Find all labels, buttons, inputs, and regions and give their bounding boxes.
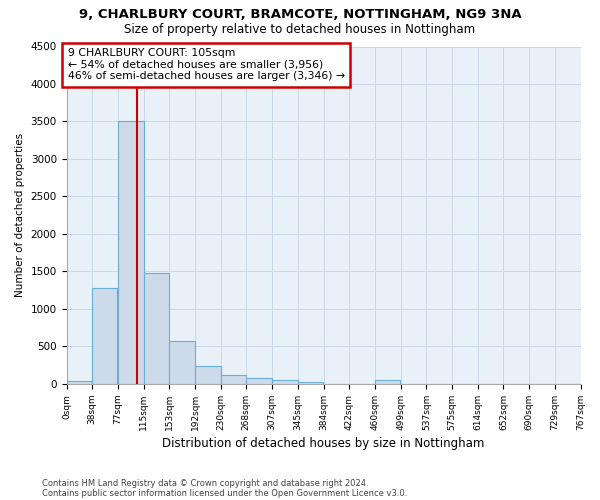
- Bar: [92, 288, 118, 384]
- Bar: [169, 341, 194, 384]
- Bar: [67, 381, 92, 384]
- Bar: [246, 378, 272, 384]
- Text: Contains HM Land Registry data © Crown copyright and database right 2024.: Contains HM Land Registry data © Crown c…: [42, 478, 368, 488]
- X-axis label: Distribution of detached houses by size in Nottingham: Distribution of detached houses by size …: [163, 437, 485, 450]
- Bar: [118, 122, 143, 384]
- Bar: [375, 380, 400, 384]
- Y-axis label: Number of detached properties: Number of detached properties: [15, 133, 25, 298]
- Bar: [195, 366, 221, 384]
- Text: 9, CHARLBURY COURT, BRAMCOTE, NOTTINGHAM, NG9 3NA: 9, CHARLBURY COURT, BRAMCOTE, NOTTINGHAM…: [79, 8, 521, 20]
- Bar: [272, 380, 298, 384]
- Text: Size of property relative to detached houses in Nottingham: Size of property relative to detached ho…: [124, 22, 476, 36]
- Text: Contains public sector information licensed under the Open Government Licence v3: Contains public sector information licen…: [42, 488, 407, 498]
- Bar: [221, 376, 246, 384]
- Bar: [143, 273, 169, 384]
- Bar: [298, 382, 323, 384]
- Text: 9 CHARLBURY COURT: 105sqm
← 54% of detached houses are smaller (3,956)
46% of se: 9 CHARLBURY COURT: 105sqm ← 54% of detac…: [68, 48, 345, 81]
